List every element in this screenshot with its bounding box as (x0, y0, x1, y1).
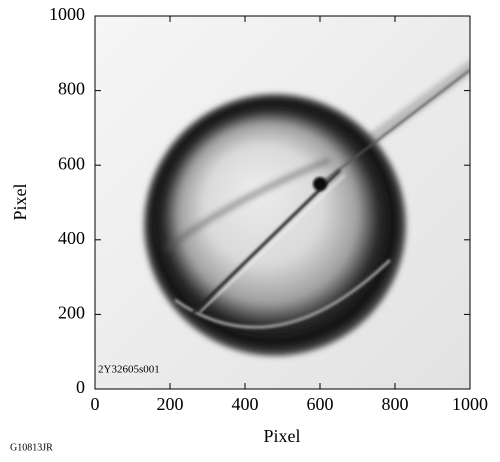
figure-id: G10813JR (10, 442, 53, 453)
x-axis-label: Pixel (263, 426, 300, 446)
x-tick-label: 0 (91, 394, 100, 414)
y-tick-label: 400 (58, 228, 85, 248)
y-axis-label: Pixel (10, 183, 30, 220)
chart: 2Y32605s001 Pixel Pixel G10813JR 0 200 400… (0, 0, 500, 457)
annotation: 2Y32605s001 (98, 364, 160, 376)
y-tick-label: 200 (58, 303, 85, 323)
y-tick-label: 0 (76, 377, 85, 397)
y-tick-label: 600 (58, 153, 85, 173)
x-tick-label: 800 (382, 394, 409, 414)
y-tick-label: 800 (58, 79, 85, 99)
x-tick-label: 600 (307, 394, 334, 414)
x-tick-label: 1000 (452, 394, 488, 414)
micrograph (95, 16, 480, 389)
x-tick-label: 400 (232, 394, 259, 414)
x-tick-label: 200 (157, 394, 184, 414)
y-tick-label: 1000 (49, 4, 85, 24)
